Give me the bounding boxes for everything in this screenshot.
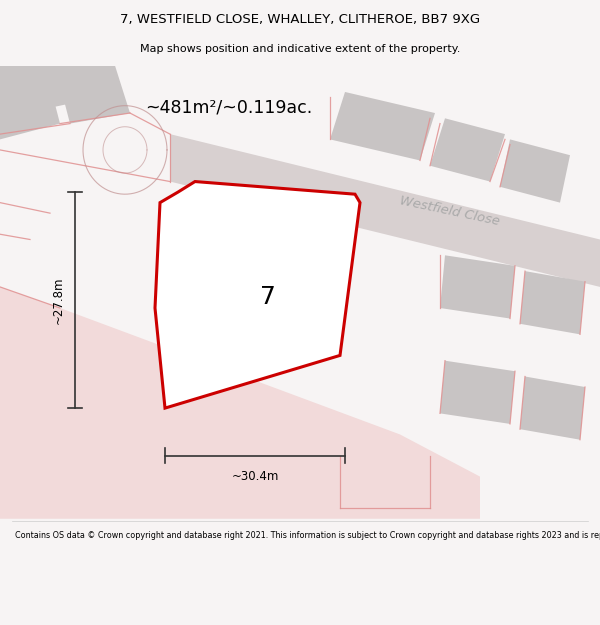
Polygon shape: [170, 134, 600, 287]
Polygon shape: [520, 376, 585, 440]
Text: ~481m²/~0.119ac.: ~481m²/~0.119ac.: [145, 99, 312, 117]
Polygon shape: [440, 361, 515, 424]
Text: ~27.8m: ~27.8m: [52, 276, 65, 324]
Polygon shape: [0, 287, 480, 519]
Text: Map shows position and indicative extent of the property.: Map shows position and indicative extent…: [140, 44, 460, 54]
Text: 7: 7: [260, 286, 276, 309]
Polygon shape: [520, 271, 585, 334]
Text: 7, WESTFIELD CLOSE, WHALLEY, CLITHEROE, BB7 9XG: 7, WESTFIELD CLOSE, WHALLEY, CLITHEROE, …: [120, 13, 480, 26]
Polygon shape: [55, 66, 130, 124]
Text: Westfield Close: Westfield Close: [399, 194, 501, 228]
Polygon shape: [0, 66, 60, 139]
Polygon shape: [330, 92, 435, 161]
Polygon shape: [430, 118, 505, 181]
Polygon shape: [40, 66, 100, 108]
Polygon shape: [440, 255, 515, 319]
Text: ~30.4m: ~30.4m: [232, 470, 278, 483]
Text: Contains OS data © Crown copyright and database right 2021. This information is : Contains OS data © Crown copyright and d…: [15, 531, 600, 541]
Polygon shape: [155, 181, 360, 408]
Polygon shape: [500, 139, 570, 202]
